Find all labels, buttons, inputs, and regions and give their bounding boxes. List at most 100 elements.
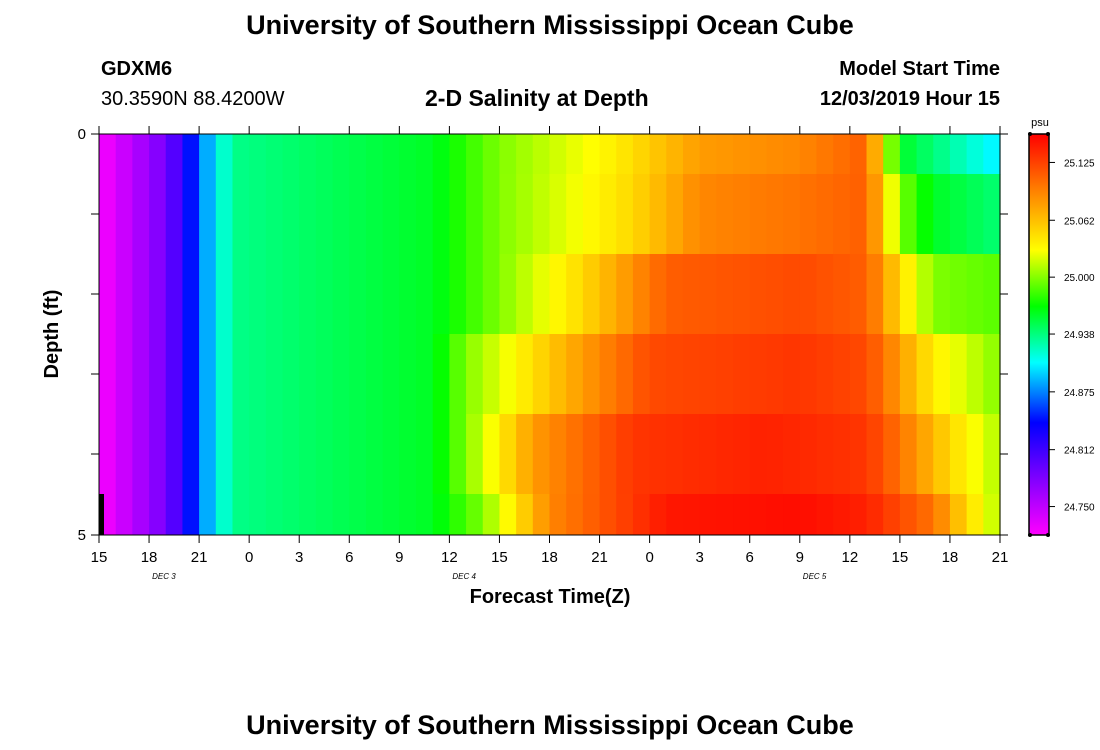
heatmap-cell: [833, 334, 851, 415]
heatmap-cell: [165, 334, 184, 415]
colorbar-corner-marker: [1046, 533, 1050, 537]
heatmap-cell: [833, 494, 851, 536]
heatmap-cell: [599, 334, 617, 415]
heatmap-cell: [566, 174, 584, 255]
heatmap-cell: [299, 414, 317, 495]
heatmap-cell: [766, 494, 784, 536]
x-tick-label: 3: [295, 549, 303, 566]
heatmap-cell: [799, 254, 818, 335]
x-tick-label: 18: [942, 549, 959, 566]
station-id: GDXM6: [101, 58, 173, 80]
heatmap-cell: [733, 414, 751, 495]
heatmap-cell: [649, 134, 667, 175]
heatmap-cell: [449, 494, 467, 536]
heatmap-cell: [315, 494, 334, 536]
heatmap-cell: [282, 254, 300, 335]
heatmap-cell: [299, 334, 317, 415]
x-tick-label: 21: [992, 549, 1009, 566]
heatmap-cell: [215, 174, 234, 255]
heatmap-cell: [182, 494, 200, 536]
plot-title: 2-D Salinity at Depth: [425, 85, 649, 111]
heatmap-cell: [516, 254, 534, 335]
heatmap-cell: [332, 174, 350, 255]
heatmap-cell: [265, 494, 284, 536]
heatmap-cell: [866, 334, 884, 415]
heatmap-cell: [299, 254, 317, 335]
heatmap-cell: [966, 134, 984, 175]
heatmap-cell: [549, 414, 567, 495]
heatmap-cell: [749, 494, 768, 536]
heatmap-cell: [916, 494, 934, 536]
heatmap-cell: [816, 414, 834, 495]
heatmap-cell: [799, 334, 818, 415]
heatmap-cell: [416, 134, 434, 175]
heatmap-cell: [816, 254, 834, 335]
heatmap-cell: [983, 414, 1001, 495]
heatmap-cell: [883, 134, 901, 175]
heatmap-cell: [165, 174, 184, 255]
heatmap-cell: [649, 174, 667, 255]
heatmap-cell: [716, 414, 734, 495]
heatmap-cell: [783, 254, 801, 335]
x-tick-label: 18: [141, 549, 158, 566]
heatmap-cell: [916, 334, 934, 415]
heatmap-cell: [199, 334, 217, 415]
heatmap-cell: [499, 334, 517, 415]
heatmap-cell: [582, 254, 601, 335]
heatmap-cell: [599, 254, 617, 335]
heatmap-cell: [616, 334, 634, 415]
colorbar-ticks: 25.125 25.062 25.000 24.938 24.875 24.812 24.7…: [1049, 158, 1095, 514]
x-tick-label: 15: [892, 549, 909, 566]
heatmap-cell: [766, 414, 784, 495]
heatmap-cell: [916, 254, 934, 335]
heatmap-cell: [699, 134, 717, 175]
heatmap-cell: [382, 494, 400, 536]
heatmap-cell: [582, 174, 601, 255]
heatmap-cell: [382, 134, 400, 175]
heatmap-cell: [215, 254, 234, 335]
heatmap-cell: [566, 134, 584, 175]
heatmap-cell: [716, 134, 734, 175]
heatmap-cell: [566, 334, 584, 415]
heatmap-cell: [232, 334, 250, 415]
heatmap-cell: [632, 174, 651, 255]
heatmap-cell: [799, 134, 818, 175]
heatmap-cell: [499, 174, 517, 255]
heatmap-cell: [616, 134, 634, 175]
colorbar-tick-label: 24.938: [1064, 330, 1095, 341]
heatmap-cell: [549, 254, 567, 335]
heatmap-cell: [215, 414, 234, 495]
heatmap-cell: [716, 174, 734, 255]
heatmap-cell: [599, 174, 617, 255]
heatmap-cell: [399, 414, 417, 495]
heatmap-cell: [265, 334, 284, 415]
heatmap-cell: [349, 254, 367, 335]
heatmap-cell: [632, 494, 651, 536]
heatmap-cell: [382, 174, 400, 255]
heatmap-cell: [833, 174, 851, 255]
heatmap-cell: [315, 254, 334, 335]
heatmap-cell: [783, 414, 801, 495]
heatmap-cell: [499, 254, 517, 335]
heatmap-cell: [382, 254, 400, 335]
heatmap-cell: [866, 174, 884, 255]
heatmap-cell: [933, 414, 951, 495]
heatmap-cell: [516, 414, 534, 495]
heatmap-cell: [215, 494, 234, 536]
x-tick-label: 15: [491, 549, 508, 566]
heatmap-cell: [115, 414, 133, 495]
colorbar-corner-marker: [1028, 132, 1032, 136]
heatmap-cell: [549, 494, 567, 536]
heatmap-cell: [532, 414, 551, 495]
heatmap-cell: [749, 174, 768, 255]
heatmap-cell: [933, 174, 951, 255]
heatmap-cell: [783, 334, 801, 415]
heatmap-cell: [182, 134, 200, 175]
heatmap-cell: [432, 334, 450, 415]
heatmap-cell: [482, 414, 501, 495]
heatmap-cell: [115, 494, 133, 536]
heatmap-cell: [449, 134, 467, 175]
heatmap-cell: [966, 414, 984, 495]
heatmap-cell: [99, 334, 117, 415]
heatmap-cell: [132, 494, 150, 536]
